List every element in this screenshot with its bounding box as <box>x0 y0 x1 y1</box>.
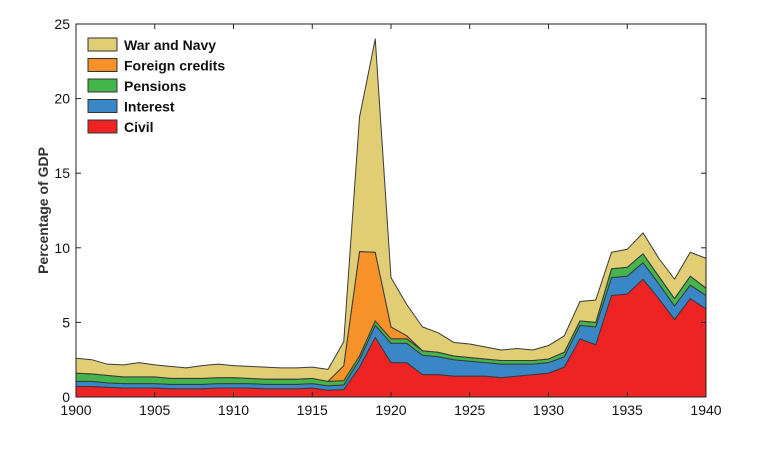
y-tick-label: 25 <box>54 16 70 32</box>
y-axis: 0 5 10 15 20 25 <box>54 16 706 405</box>
x-axis: 1900 1905 1910 1915 1920 1925 1930 1935 1940 <box>60 24 722 418</box>
y-tick-label: 20 <box>54 91 70 107</box>
y-tick-label: 5 <box>62 314 70 330</box>
x-tick-label: 1910 <box>218 402 249 418</box>
y-tick-label: 0 <box>62 389 70 405</box>
legend-label-interest: Interest <box>124 99 175 115</box>
x-tick-label: 1925 <box>454 402 485 418</box>
y-tick-label: 15 <box>54 165 70 181</box>
y-tick-label: 10 <box>54 240 70 256</box>
legend: War and Navy Foreign credits Pensions Inter… <box>87 37 225 135</box>
x-tick-label: 1905 <box>139 402 170 418</box>
legend-label-war-and-navy: War and Navy <box>124 37 216 53</box>
legend-label-pensions: Pensions <box>124 78 186 94</box>
x-tick-label: 1915 <box>297 402 328 418</box>
legend-swatch-foreign-credits <box>87 58 118 72</box>
legend-swatch-pensions <box>87 78 118 93</box>
y-axis-title: Percentage of GDP <box>35 147 51 274</box>
legend-label-foreign-credits: Foreign credits <box>124 58 225 74</box>
legend-swatch-interest <box>87 99 118 113</box>
x-tick-label: 1900 <box>60 402 91 418</box>
x-tick-label: 1940 <box>690 402 721 418</box>
legend-swatch-civil <box>87 119 118 134</box>
legend-swatch-war-and-navy <box>87 37 118 52</box>
x-tick-label: 1930 <box>533 402 564 418</box>
x-tick-label: 1920 <box>375 402 406 418</box>
legend-label-civil: Civil <box>124 119 154 135</box>
x-tick-label: 1935 <box>612 402 643 418</box>
